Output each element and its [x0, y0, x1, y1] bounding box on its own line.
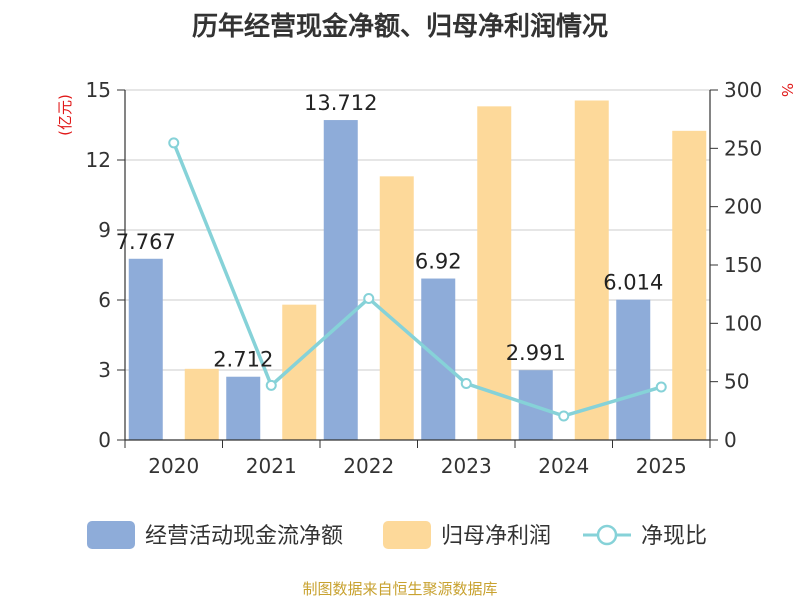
y-right-tick-label: 250: [724, 136, 762, 160]
bar-net-profit: [477, 106, 512, 440]
bar-operating-cashflow: [616, 299, 651, 440]
data-label: 7.767: [116, 230, 176, 254]
line-point: [168, 137, 180, 149]
x-tick-label: 2023: [441, 454, 492, 478]
data-label: 2.712: [213, 348, 273, 372]
line-series: [168, 137, 667, 422]
chart-title: 历年经营现金净额、归母净利润情况: [191, 12, 608, 42]
line-point: [655, 381, 667, 393]
data-label: 2.991: [506, 341, 566, 365]
legend: 经营活动现金流净额 归母净利润 净现比: [87, 521, 707, 549]
y-right-tick-label: 50: [724, 370, 749, 394]
x-tick-label: 2020: [148, 454, 199, 478]
data-label: 6.92: [415, 250, 462, 274]
bar-net-profit: [574, 100, 609, 440]
bar-net-profit: [184, 368, 219, 440]
y-left-tick-label: 6: [98, 288, 111, 312]
legend-swatch: [87, 521, 135, 549]
x-tick-label: 2022: [343, 454, 394, 478]
x-tick-label: 2021: [246, 454, 297, 478]
y-right-tick-label: 0: [724, 428, 737, 452]
bar-net-profit: [672, 130, 707, 441]
line-point: [265, 379, 277, 391]
y-right-tick-label: 100: [724, 311, 762, 335]
y-left-tick-label: 0: [98, 428, 111, 452]
bar-net-profit: [379, 176, 414, 441]
data-label: 13.712: [304, 91, 377, 115]
bar-operating-cashflow: [323, 120, 358, 440]
x-tick-label: 2024: [538, 454, 589, 478]
y-left-tick-label: 15: [86, 78, 111, 102]
line-point: [460, 378, 472, 390]
legend-swatch-marker: [596, 524, 618, 546]
x-tick-label: 2025: [636, 454, 687, 478]
legend-label: 归母净利润: [441, 524, 551, 549]
source-note: 制图数据来自恒生聚源数据库: [302, 580, 498, 598]
y-right-tick-label: 150: [724, 253, 762, 277]
y-right-tick-label: 300: [724, 78, 762, 102]
y-right-axis-label: %: [778, 83, 796, 97]
y-left-tick-label: 3: [98, 358, 111, 382]
line-point: [363, 292, 375, 304]
legend-label: 经营活动现金流净额: [145, 524, 343, 549]
y-left-axis-label: (亿元): [56, 94, 74, 136]
y-right-tick-label: 200: [724, 195, 762, 219]
data-label: 6.014: [603, 271, 663, 295]
legend-swatch: [383, 521, 431, 549]
line-point: [558, 410, 570, 422]
data-labels: 7.767 2.712 13.712 6.92 2.991 6.014: [116, 91, 664, 372]
grid-lines: [125, 89, 710, 371]
line-cash-ratio: [172, 142, 662, 418]
y-left-tick-label: 12: [86, 148, 111, 172]
legend-label: 净现比: [641, 524, 707, 549]
bar-operating-cashflow: [226, 376, 261, 440]
y-left-tick-label: 9: [98, 218, 111, 242]
bar-operating-cashflow: [128, 258, 163, 440]
